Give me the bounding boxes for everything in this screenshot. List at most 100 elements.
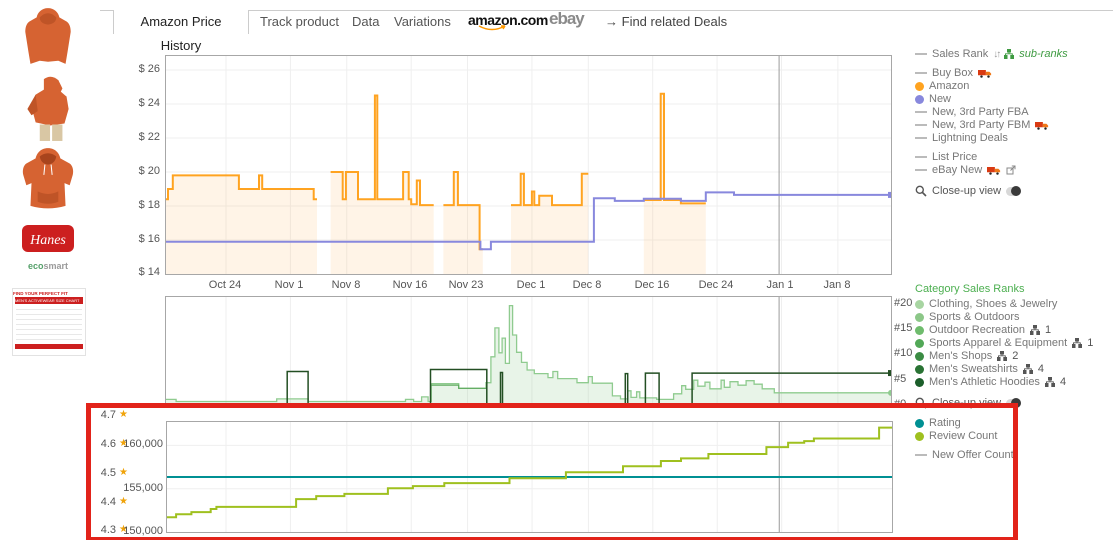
- legend-item-clothing[interactable]: Clothing, Shoes & Jewelry: [915, 298, 1113, 310]
- product-thumbnail-back-view[interactable]: [8, 4, 88, 73]
- legend-label: Rating: [929, 417, 961, 429]
- legend-item-outdoor-recreation[interactable]: Outdoor Recreation 1: [915, 324, 1113, 336]
- rank-axis-tick: #15: [894, 322, 913, 334]
- closeup-view-label: Close-up view: [932, 185, 1002, 197]
- truck-icon: [1035, 121, 1049, 130]
- review-axis-tick: 150,000: [123, 525, 163, 537]
- legend-item-list-price[interactable]: List Price: [915, 151, 1113, 163]
- date-axis-tick: Jan 8: [823, 279, 851, 291]
- legend-item-mens-athletic-hoodies[interactable]: Men's Athletic Hoodies 4: [915, 376, 1113, 388]
- men-s-sweatshirts-line: [691, 372, 891, 405]
- legend-label: New, 3rd Party FBA: [932, 106, 1029, 118]
- truck-icon: [987, 166, 1001, 175]
- legend-item-ebay-new[interactable]: eBay New: [915, 164, 1113, 176]
- closeup-toggle[interactable]: [1006, 186, 1022, 196]
- category-tree-icon: [1030, 325, 1040, 335]
- amazon-fill: [443, 172, 483, 274]
- truck-icon: [978, 69, 992, 78]
- sales-rank-chart[interactable]: [165, 296, 894, 406]
- legend-item-sports-apparel[interactable]: Sports Apparel & Equipment 1: [915, 337, 1113, 349]
- star-icon: ★: [119, 496, 128, 507]
- series-end-marker: [888, 191, 894, 198]
- closeup-toggle-2[interactable]: [1006, 398, 1022, 408]
- rank-swatch: [915, 299, 924, 309]
- rank-swatch: [915, 364, 924, 374]
- sales-rank-plot: [166, 297, 894, 405]
- tree-count: 1: [1045, 324, 1052, 336]
- legend-item-sports-outdoors[interactable]: Sports & Outdoors: [915, 311, 1113, 323]
- legend-label: Outdoor Recreation: [929, 324, 1025, 336]
- rank-swatch: [915, 377, 924, 387]
- subranks-tree-icon: [1004, 49, 1014, 59]
- legend-item-amazon[interactable]: Amazon: [915, 80, 1113, 92]
- rank-swatch: [915, 338, 924, 348]
- tree-count: 1: [1087, 337, 1094, 349]
- tab-data-label: Data: [352, 14, 380, 29]
- legend-label: Sports Apparel & Equipment: [929, 337, 1068, 349]
- tab-data[interactable]: Data: [340, 10, 391, 34]
- legend-item-mens-sweatshirts[interactable]: Men's Sweatshirts 4: [915, 363, 1113, 375]
- product-thumbnail-size-chart[interactable]: FIND YOUR PERFECT FIT MEN'S ACTIVEWEAR S…: [12, 288, 86, 356]
- legend-item-mens-shops[interactable]: Men's Shops 2: [915, 350, 1113, 362]
- product-thumbnail-model[interactable]: [8, 74, 88, 147]
- category-sales-ranks-legend: Category Sales Ranks Clothing, Shoes & J…: [915, 283, 1113, 410]
- closeup-view-toggle-row-2[interactable]: Close-up view: [915, 397, 1113, 409]
- legend-item-review-count[interactable]: Review Count: [915, 430, 1113, 442]
- legend-item-fba[interactable]: New, 3rd Party FBA: [915, 106, 1113, 118]
- legend-label: Men's Athletic Hoodies: [929, 376, 1040, 388]
- legend-item-rating[interactable]: Rating: [915, 417, 1113, 429]
- price-axis-tick: $ 16: [138, 233, 160, 245]
- magnifier-icon: [915, 397, 927, 409]
- date-axis-tick: Dec 8: [572, 279, 602, 291]
- sort-icon[interactable]: ↓↑: [993, 48, 1001, 60]
- rating-review-chart[interactable]: [166, 421, 893, 533]
- legend-item-lightning-deals[interactable]: Lightning Deals: [915, 132, 1113, 144]
- legend-label: List Price: [932, 151, 978, 163]
- amazon-logo-link[interactable]: amazon.com: [468, 12, 548, 31]
- rating-axis-tick: 4.6 ★: [100, 438, 128, 450]
- price-history-chart[interactable]: [165, 55, 894, 275]
- category-tree-icon: [997, 351, 1007, 361]
- hoodie-flat-image: [22, 148, 74, 209]
- legend-item-buy-box[interactable]: Buy Box: [915, 67, 1113, 79]
- category-tree-icon: [1072, 338, 1082, 348]
- dash-swatch: [915, 111, 927, 113]
- size-chart-footer-bar: [15, 344, 83, 349]
- find-related-deals-link[interactable]: → Find related Deals: [605, 14, 727, 29]
- amazon-logo: amazon.com: [468, 12, 548, 28]
- tab-variations[interactable]: Variations: [382, 10, 463, 34]
- dash-swatch: [915, 53, 927, 55]
- clothing-shoes-jewelry-line: [166, 304, 891, 403]
- external-link-icon[interactable]: [1006, 165, 1016, 175]
- legend-item-sales-rank[interactable]: Sales Rank ↓↑ sub-ranks: [915, 48, 1113, 60]
- tab-variations-label: Variations: [394, 14, 451, 29]
- sub-ranks-link[interactable]: sub-ranks: [1019, 48, 1068, 60]
- closeup-view-toggle-row[interactable]: Close-up view: [915, 185, 1113, 197]
- amazon-line: [643, 92, 706, 205]
- product-thumbnail-flat[interactable]: [8, 146, 88, 217]
- product-thumbnail-hanes-logo[interactable]: Hanes ecosmart: [8, 224, 88, 271]
- legend-label: eBay New: [932, 164, 983, 176]
- price-axis-tick: $ 26: [138, 63, 160, 75]
- amazon-line: [166, 174, 317, 201]
- hanes-logo: Hanes: [22, 225, 74, 252]
- star-icon: ★: [119, 438, 128, 449]
- tab-track-product[interactable]: Track product: [248, 10, 351, 34]
- rank-swatch: [915, 325, 924, 335]
- rating-review-legend: Rating Review Count New Offer Count: [915, 417, 1113, 462]
- men-s-sweatshirts-line: [499, 371, 504, 405]
- price-axis-tick: $ 20: [138, 165, 160, 177]
- rating-axis-tick: 4.5 ★: [100, 467, 128, 479]
- rank-axis-tick: #20: [894, 297, 913, 309]
- series-end-marker: [888, 370, 894, 377]
- tab-amazon-price-history[interactable]: Amazon Price History: [113, 10, 249, 53]
- ebay-logo-link[interactable]: ebay: [549, 9, 585, 29]
- legend-item-new[interactable]: New: [915, 93, 1113, 105]
- legend-item-fbm[interactable]: New, 3rd Party FBM: [915, 119, 1113, 131]
- rank-swatch: [915, 351, 924, 361]
- size-chart-title: MEN'S ACTIVEWEAR SIZE CHART: [15, 297, 83, 304]
- legend-item-new-offer-count[interactable]: New Offer Count: [915, 449, 1113, 461]
- rank-axis-tick: #0: [894, 398, 907, 410]
- dash-swatch: [915, 137, 927, 139]
